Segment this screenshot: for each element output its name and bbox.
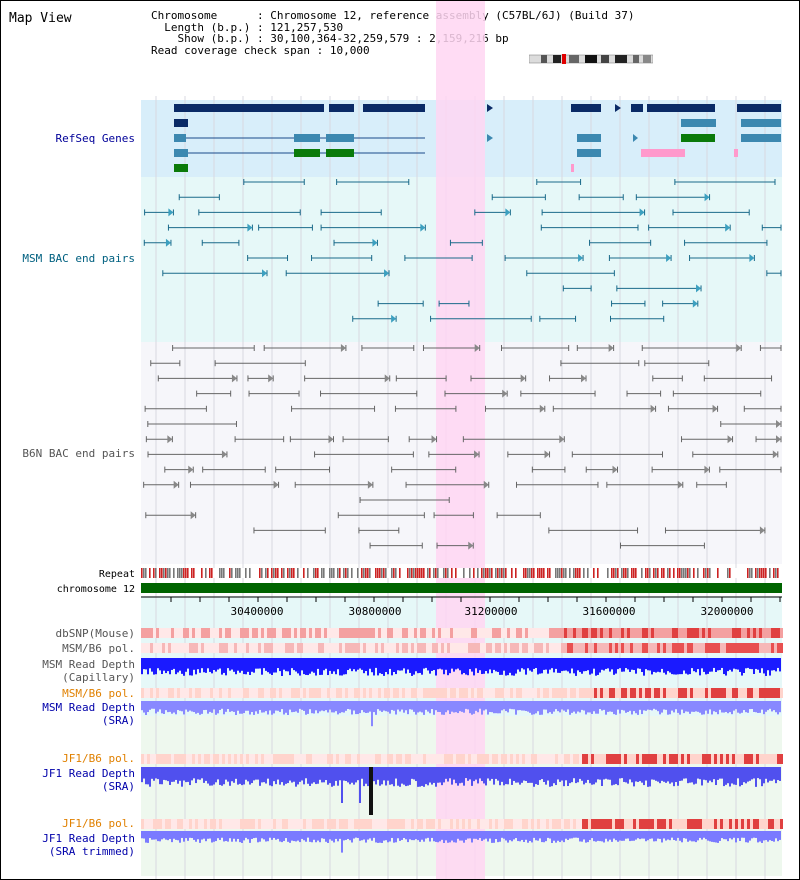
page-title: Map View [9, 11, 72, 26]
label-jf1-depth-sra-1: JF1 Read Depth [42, 767, 135, 780]
chromosome-bar[interactable] [141, 583, 782, 593]
length-value: 121,257,530 [270, 20, 344, 34]
dbsnp-track[interactable] [141, 628, 783, 653]
label-msm-b6-pol-2: MSM/B6 pol. [62, 687, 135, 700]
chromosome-label: Chromosome [151, 9, 218, 22]
label-jf1-depth-trim-1: JF1 Read Depth [42, 832, 135, 845]
label-msm-b6-pol-1: MSM/B6 pol. [62, 642, 135, 655]
highlight-region[interactable] [436, 1, 485, 880]
label-dbsnp: dbSNP(Mouse) [56, 627, 135, 640]
label-msm-depth-cap-1: MSM Read Depth [42, 658, 135, 671]
refseq-gene-track[interactable] [174, 104, 781, 172]
show-label: Show (b.p.) [177, 32, 251, 45]
msm-bac-track[interactable] [143, 179, 782, 323]
label-repeat: Repeat [99, 569, 135, 580]
length-label: Length (b.p.) [164, 20, 251, 34]
span-label: Read coverage check span [151, 43, 310, 57]
label-refseq: RefSeq Genes [56, 132, 135, 145]
read-depth-tracks[interactable] [141, 658, 783, 853]
axis-tick-label: 30400000 [231, 605, 284, 618]
label-msm-depth-cap-2: (Capillary) [62, 671, 135, 684]
position-axis: 30400000 30800000 31200000 31600000 32000000 [141, 596, 782, 618]
label-jf1-b6-pol-1: JF1/B6 pol. [62, 752, 135, 765]
chromosome-info: Chromosome : Chromosome 12, reference as… [151, 9, 635, 57]
label-msm-depth-sra-2: (SRA) [102, 714, 135, 727]
label-b6n-bac: B6N BAC end pairs [22, 447, 135, 460]
label-jf1-b6-pol-2: JF1/B6 pol. [62, 817, 135, 830]
label-jf1-depth-sra-2: (SRA) [102, 780, 135, 793]
chromosome-ideogram[interactable] [529, 54, 653, 64]
axis-tick-label: 32000000 [701, 605, 754, 618]
label-jf1-depth-trim-2: (SRA trimmed) [49, 845, 135, 858]
axis-tick-label: 31200000 [465, 605, 518, 618]
axis-tick-label: 31600000 [583, 605, 636, 618]
axis-tick-label: 30800000 [349, 605, 402, 618]
label-msm-depth-sra-1: MSM Read Depth [42, 701, 135, 714]
b6n-bac-track[interactable] [143, 344, 782, 550]
span-value: 10,000 [329, 43, 370, 57]
track-labels: RefSeq Genes MSM BAC end pairs B6N BAC e… [22, 132, 135, 858]
label-chromosome: chromosome 12 [57, 584, 135, 595]
repeat-track[interactable] [141, 568, 782, 578]
label-msm-bac: MSM BAC end pairs [22, 252, 135, 265]
